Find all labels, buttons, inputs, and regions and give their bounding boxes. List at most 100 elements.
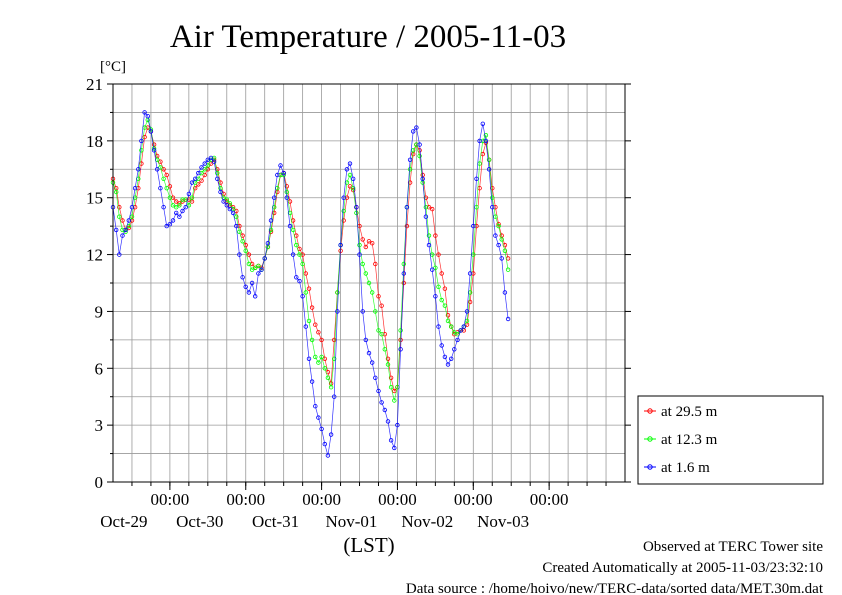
data-point [499, 256, 504, 261]
data-point [237, 229, 242, 234]
data-point [449, 356, 454, 361]
data-point [249, 267, 255, 272]
data-point [445, 362, 451, 367]
data-point [173, 199, 179, 204]
legend-item: at 1.6 m [644, 460, 710, 476]
data-point [490, 195, 495, 200]
data-point [401, 261, 406, 267]
data-point [294, 242, 299, 248]
data-point [303, 290, 308, 295]
data-point [170, 195, 176, 200]
data-point [113, 189, 119, 195]
data-point [423, 214, 429, 219]
data-point [439, 297, 444, 303]
series-line [112, 111, 509, 456]
y-tick-label: 15 [86, 189, 103, 208]
y-axis-ticks: 0 3 6 9 12 15 18 21 [86, 75, 631, 492]
data-point [309, 379, 315, 384]
data-point [388, 375, 394, 380]
data-point [370, 360, 375, 365]
data-point [268, 218, 274, 223]
data-point [417, 153, 422, 159]
data-point [211, 159, 217, 164]
data-point [430, 267, 435, 272]
data-point [265, 240, 271, 246]
data-point [256, 263, 261, 269]
chart-title: Air Temperature / 2005-11-03 [170, 19, 566, 55]
x-tick-time-label: 00:00 [226, 490, 265, 509]
x-tick-time-label: 00:00 [530, 490, 569, 509]
data-point [139, 161, 144, 166]
data-point [366, 239, 372, 244]
data-point [452, 330, 457, 335]
data-point [426, 204, 432, 210]
data-point [129, 204, 135, 210]
data-point [167, 184, 173, 189]
grid-lines [113, 84, 625, 482]
data-point [445, 318, 451, 324]
data-point [120, 218, 125, 223]
data-point [294, 275, 299, 280]
data-point [404, 223, 410, 229]
data-point [252, 265, 258, 270]
legend: at 29.5 m at 12.3 m at 1.6 m [637, 395, 824, 485]
data-point [325, 375, 331, 380]
data-point [316, 330, 321, 335]
data-point [328, 432, 334, 437]
footer-site: Observed at TERC Tower site [643, 539, 823, 555]
data-point [385, 356, 391, 361]
data-point [117, 214, 122, 219]
data-point [486, 167, 492, 172]
data-point [376, 388, 381, 394]
data-point [272, 204, 277, 210]
x-axis-ticks: 00:00Oct-2900:00Oct-3000:00Oct-3100:00No… [100, 482, 607, 531]
data-point [177, 214, 182, 219]
data-point [496, 242, 501, 248]
legend-box [637, 395, 824, 485]
data-point [474, 176, 479, 181]
data-point [290, 227, 296, 233]
data-point [404, 204, 410, 210]
data-point [379, 400, 384, 405]
footer-created: Created Automatically at 2005-11-03/23:3… [542, 560, 823, 576]
x-tick-date-label: Nov-03 [477, 512, 529, 531]
data-point [246, 252, 252, 257]
data-point [199, 178, 204, 183]
data-point [433, 233, 438, 238]
data-point [467, 271, 473, 276]
data-point [234, 214, 239, 219]
data-point [313, 404, 318, 409]
data-point [313, 354, 318, 360]
data-point [205, 163, 210, 168]
data-point [423, 204, 429, 210]
data-point [202, 172, 207, 178]
data-point [161, 204, 166, 210]
data-point [467, 299, 473, 305]
data-point [192, 185, 198, 191]
data-point [382, 347, 387, 352]
data-point [113, 227, 119, 233]
data-point [461, 324, 466, 329]
data-point [192, 176, 198, 181]
data-point [363, 244, 368, 250]
data-point [505, 267, 511, 272]
data-point [161, 176, 166, 181]
data-point [464, 309, 470, 314]
data-point [199, 165, 204, 170]
data-point [407, 167, 413, 172]
data-point [370, 240, 375, 246]
data-point [455, 337, 460, 343]
data-point [335, 290, 340, 295]
x-tick-date-label: Oct-31 [252, 512, 299, 531]
legend-swatch-marker [647, 436, 653, 442]
x-tick-date-label: Nov-02 [401, 512, 453, 531]
data-point [170, 218, 176, 223]
x-tick-time-label: 00:00 [378, 490, 417, 509]
data-point [297, 252, 302, 257]
data-point [363, 271, 368, 276]
x-tick-time-label: 00:00 [454, 490, 493, 509]
data-point [243, 248, 248, 253]
data-point [230, 210, 236, 216]
data-point [246, 290, 252, 295]
